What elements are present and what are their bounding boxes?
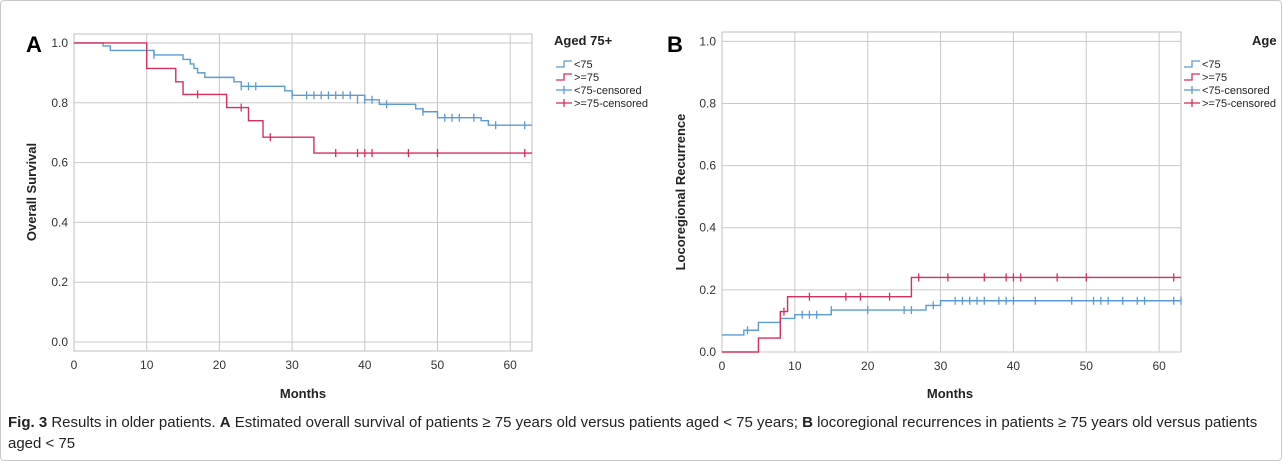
legend-label: >=75 — [1202, 72, 1227, 84]
x-tick-label: 0 — [719, 359, 726, 373]
series-a — [74, 42, 532, 158]
panel-label-b: B — [667, 32, 683, 57]
y-tick-label: 0.6 — [699, 159, 716, 173]
caption-b-label: B — [802, 414, 813, 431]
x-axis-label-a: Months — [280, 386, 326, 401]
y-tick-label: 0.6 — [51, 156, 68, 170]
y-tick-label: 0.2 — [51, 275, 68, 289]
x-axis-label-b: Months — [927, 386, 973, 401]
ticks-a: 0 10 20 30 40 50 60 0.0 0.2 0.4 0.6 0.8 1.0 — [51, 36, 517, 372]
survival-step-line — [722, 276, 1181, 353]
legend-label: <75-censored — [574, 85, 642, 97]
y-tick-label: 0.0 — [51, 335, 68, 349]
legend-label: <75 — [1202, 59, 1221, 71]
x-tick-label: 10 — [788, 359, 802, 373]
figure-svg: A Overall Survival Months Aged 75+ 0 10 20… — [24, 31, 1277, 401]
caption-label: Fig. 3 — [8, 414, 48, 431]
x-tick-label: 30 — [934, 359, 948, 373]
x-tick-label: 20 — [861, 359, 875, 373]
legend-swatch — [556, 60, 572, 68]
legend-label: >=75-censored — [574, 98, 648, 110]
panel-label-a: A — [26, 32, 42, 57]
x-tick-label: 0 — [71, 358, 78, 372]
y-axis-label-a: Overall Survival — [24, 143, 39, 241]
y-tick-label: 1.0 — [51, 36, 68, 50]
legend-label: >=75-censored — [1202, 98, 1276, 110]
x-tick-label: 30 — [285, 358, 299, 372]
y-tick-label: 0.8 — [51, 96, 68, 110]
caption-b-text: locoregional recurrences in patients ≥ 7… — [8, 414, 1258, 452]
panel-a: A Overall Survival Months Aged 75+ 0 10 20… — [24, 32, 648, 401]
x-tick-label: 60 — [1152, 359, 1166, 373]
y-tick-label: 0.4 — [699, 221, 716, 235]
y-tick-label: 0.2 — [699, 283, 716, 297]
legend-a: <75>=75<75-censored>=75-censored — [556, 59, 648, 110]
x-tick-label: 50 — [1080, 359, 1094, 373]
grid-a — [74, 34, 532, 351]
series-b — [722, 273, 1182, 353]
x-tick-label: 40 — [358, 358, 372, 372]
legend-label: >=75 — [574, 72, 599, 84]
plot-area-a — [73, 33, 533, 352]
y-tick-label: 1.0 — [699, 34, 716, 48]
grid-b — [722, 32, 1181, 353]
figure-caption: Fig. 3 Results in older patients. A Esti… — [8, 412, 1270, 454]
legend-label: <75 — [574, 59, 593, 71]
legend-title-a: Aged 75+ — [554, 33, 613, 48]
y-tick-label: 0.4 — [51, 215, 68, 229]
legend-title-b: Age — [1252, 33, 1277, 48]
panel-b: B Locoregional Recurrence Months Age 0 10… — [667, 31, 1277, 401]
y-tick-label: 0.8 — [699, 96, 716, 110]
plot-area-b — [721, 31, 1182, 353]
caption-text: Results in older patients. — [47, 414, 220, 431]
survival-step-line — [74, 42, 532, 154]
legend-swatch — [1184, 73, 1200, 81]
caption-a-label: A — [219, 414, 231, 431]
survival-step-line — [74, 42, 532, 126]
ticks-b: 0 10 20 30 40 50 60 0.0 0.2 0.4 0.6 0.8 1.0 — [699, 34, 1166, 373]
x-tick-label: 40 — [1007, 359, 1021, 373]
y-axis-label-b: Locoregional Recurrence — [673, 114, 688, 271]
y-tick-label: 0.0 — [699, 345, 716, 359]
legend-b: <75>=75<75-censored>=75-censored — [1184, 59, 1276, 110]
x-tick-label: 60 — [504, 358, 518, 372]
x-tick-label: 50 — [431, 358, 445, 372]
x-tick-label: 20 — [213, 358, 227, 372]
legend-label: <75-censored — [1202, 85, 1270, 97]
caption-a-text: Estimated overall survival of patients ≥… — [230, 414, 803, 431]
legend-swatch — [556, 73, 572, 81]
x-tick-label: 10 — [140, 358, 154, 372]
survival-step-line — [722, 300, 1181, 336]
legend-swatch — [1184, 60, 1200, 68]
